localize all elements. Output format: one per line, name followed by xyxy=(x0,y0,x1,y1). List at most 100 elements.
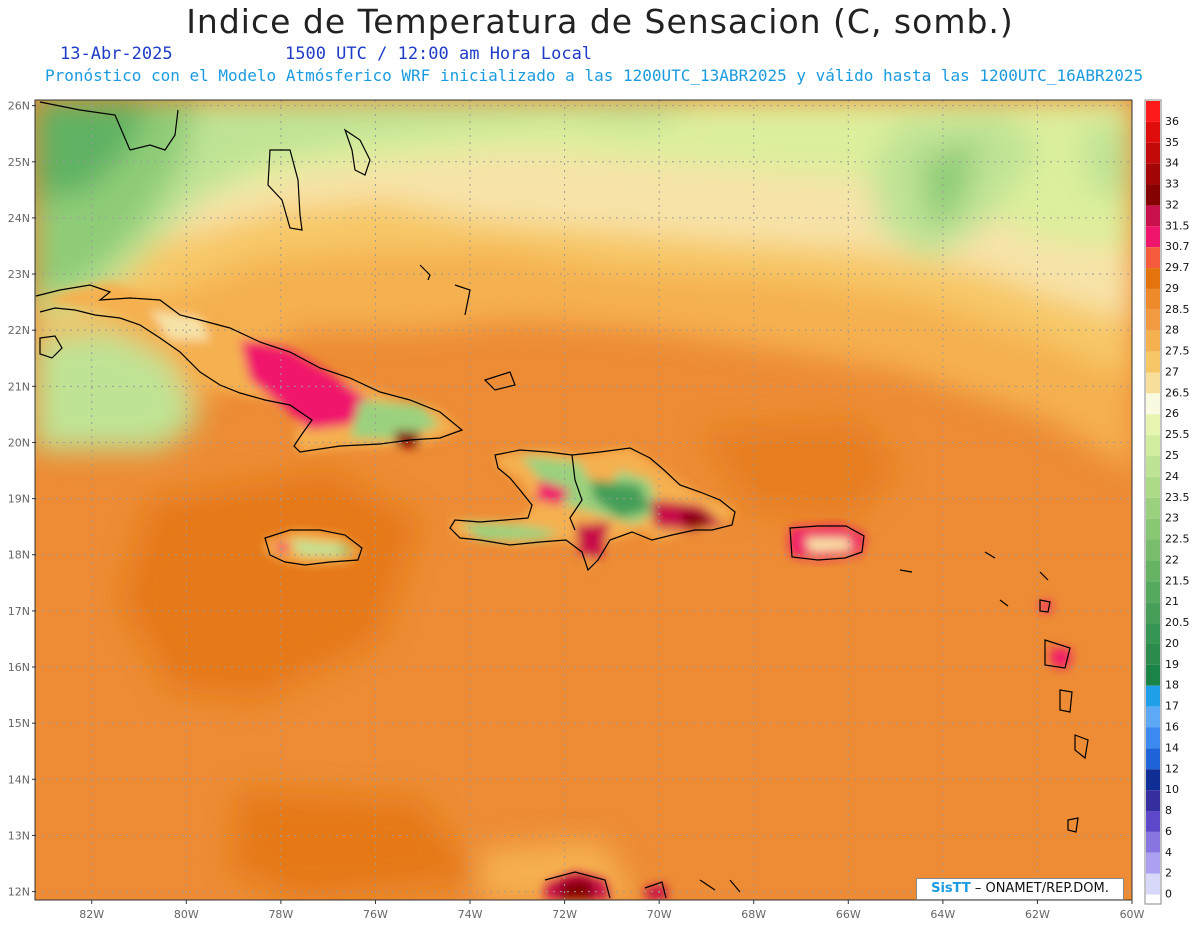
legend-swatch xyxy=(1146,811,1160,832)
lat-label: 21N xyxy=(8,380,30,393)
lat-label: 15N xyxy=(8,717,30,730)
legend-label: 22 xyxy=(1165,553,1179,566)
legend-label: 26 xyxy=(1165,407,1179,420)
legend-label: 21.5 xyxy=(1165,574,1190,587)
legend-label: 36 xyxy=(1165,115,1179,128)
legend-swatch xyxy=(1146,518,1160,540)
lat-label: 23N xyxy=(8,268,30,281)
lat-label: 18N xyxy=(8,549,30,562)
legend-swatch xyxy=(1146,581,1160,603)
legend-label: 2 xyxy=(1165,867,1172,880)
legend-label: 20 xyxy=(1165,637,1179,650)
lon-label: 72W xyxy=(552,908,577,921)
coastlines xyxy=(35,101,1089,899)
legend-swatch xyxy=(1146,414,1160,436)
legend-swatch xyxy=(1146,393,1160,415)
legend-swatch xyxy=(1146,852,1160,874)
legend-label: 22.5 xyxy=(1165,533,1190,546)
legend-swatch xyxy=(1146,288,1160,310)
legend-label: 17 xyxy=(1165,700,1179,713)
legend-swatch xyxy=(1146,456,1160,477)
lon-label: 68W xyxy=(741,908,766,921)
legend-swatch xyxy=(1146,873,1160,895)
legend-swatch xyxy=(1146,643,1160,665)
legend-label: 16 xyxy=(1165,720,1179,733)
legend-label: 20.5 xyxy=(1165,616,1190,629)
legend-swatch xyxy=(1146,351,1160,373)
legend-label: 26.5 xyxy=(1165,386,1190,399)
lat-lon-grid xyxy=(35,100,1132,900)
legend-swatch xyxy=(1146,163,1160,185)
legend-swatch xyxy=(1146,623,1160,644)
legend-label: 33 xyxy=(1165,178,1179,191)
legend-swatch xyxy=(1146,247,1160,269)
legend-label: 34 xyxy=(1165,157,1179,170)
legend-label: 28.5 xyxy=(1165,303,1190,316)
legend-swatch xyxy=(1146,268,1160,289)
legend-swatch xyxy=(1146,101,1160,122)
lat-label: 12N xyxy=(8,886,30,899)
legend-label: 4 xyxy=(1165,846,1172,859)
lat-label: 22N xyxy=(8,324,30,337)
legend-label: 30.7 xyxy=(1165,240,1190,253)
legend-label: 29.7 xyxy=(1165,261,1190,274)
legend-label: 25.5 xyxy=(1165,428,1190,441)
forecast-time: 1500 UTC / 12:00 am Hora Local xyxy=(285,44,593,64)
legend-label: 8 xyxy=(1165,804,1172,817)
legend-swatch xyxy=(1146,560,1160,582)
legend-swatch xyxy=(1146,309,1160,331)
lon-label: 80W xyxy=(174,908,199,921)
legend-label: 23 xyxy=(1165,512,1179,525)
lat-label: 13N xyxy=(8,829,30,842)
legend-swatch xyxy=(1146,685,1160,707)
forecast-date: 13-Abr-2025 xyxy=(60,44,173,64)
lon-label: 66W xyxy=(836,908,861,921)
lat-label: 20N xyxy=(8,436,30,449)
longitude-labels: 82W 80W 78W 76W 74W 72W 70W 68W 66W 64W 62W 60W xyxy=(79,900,1145,921)
legend-label: 31.5 xyxy=(1165,219,1190,232)
legend-swatch xyxy=(1146,435,1160,457)
legend-label: 27.5 xyxy=(1165,345,1190,358)
legend-label: 0 xyxy=(1165,888,1172,901)
lon-label: 62W xyxy=(1025,908,1050,921)
legend-swatch xyxy=(1146,748,1160,770)
lon-label: 78W xyxy=(268,908,293,921)
legend-label: 24 xyxy=(1165,470,1179,483)
legend-label: 21 xyxy=(1165,595,1179,608)
legend-label: 27 xyxy=(1165,365,1179,378)
lat-label: 19N xyxy=(8,493,30,506)
lat-label: 24N xyxy=(8,212,30,225)
lon-label: 76W xyxy=(363,908,388,921)
legend-label: 35 xyxy=(1165,136,1179,149)
lat-label: 14N xyxy=(8,773,30,786)
temperature-field xyxy=(35,100,1132,900)
legend-swatch xyxy=(1146,831,1160,853)
legend-swatch xyxy=(1146,142,1160,164)
legend-label: 23.5 xyxy=(1165,491,1190,504)
legend-label: 19 xyxy=(1165,658,1179,671)
legend-label: 28 xyxy=(1165,324,1179,337)
color-legend: 363534333231.530.729.72928.52827.52726.5… xyxy=(1144,99,1190,905)
legend-label: 12 xyxy=(1165,762,1179,775)
lat-label: 25N xyxy=(8,156,30,169)
legend-label: 14 xyxy=(1165,741,1179,754)
map-title: Indice de Temperatura de Sensacion (C, s… xyxy=(186,2,1014,41)
sistt-logo: SisTT xyxy=(931,881,971,896)
lon-label: 60W xyxy=(1120,908,1145,921)
lat-label: 26N xyxy=(8,100,30,113)
legend-label: 18 xyxy=(1165,679,1179,692)
legend-swatch xyxy=(1146,121,1160,143)
legend-swatch xyxy=(1146,769,1160,791)
lat-label: 16N xyxy=(8,661,30,674)
legend-swatch xyxy=(1146,184,1160,206)
legend-swatch xyxy=(1146,226,1160,248)
legend-label: 6 xyxy=(1165,825,1172,838)
legend-swatch xyxy=(1146,790,1160,812)
credit-text: – ONAMET/REP.DOM. xyxy=(974,881,1109,896)
legend-swatch xyxy=(1146,539,1160,561)
legend-label: 29 xyxy=(1165,282,1179,295)
legend-swatch xyxy=(1146,372,1160,394)
lat-label: 17N xyxy=(8,605,30,618)
legend-swatch xyxy=(1146,205,1160,227)
legend-label: 25 xyxy=(1165,449,1179,462)
